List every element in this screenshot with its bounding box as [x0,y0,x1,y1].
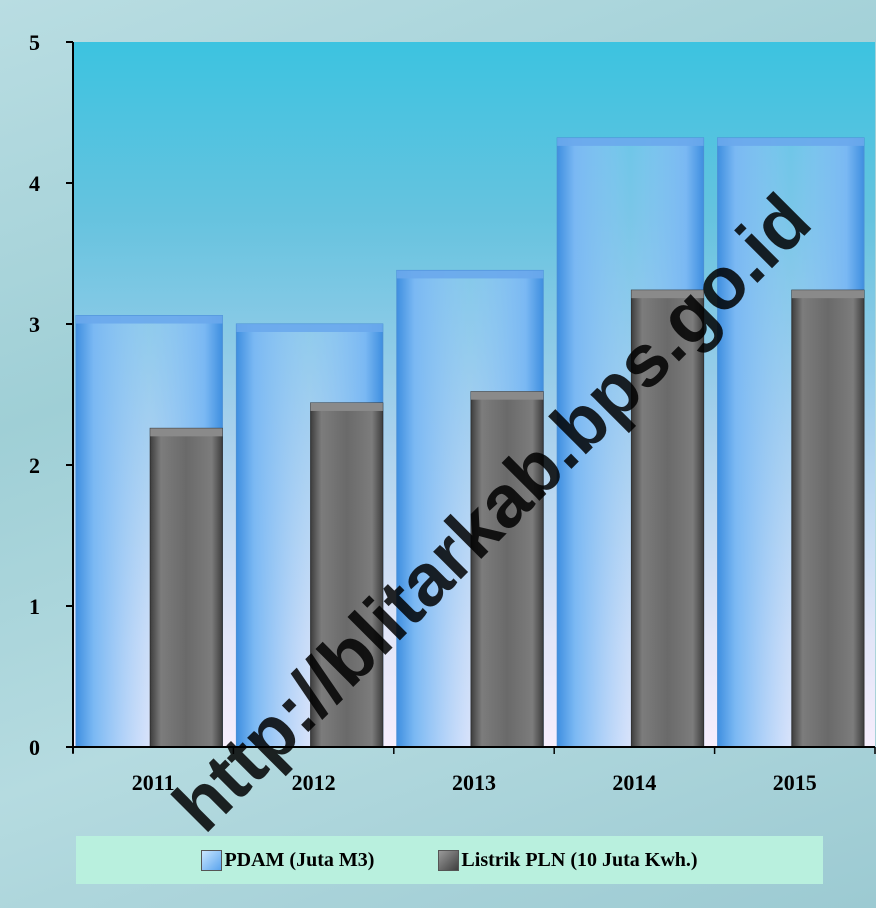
bar-pdam-cap-2014 [557,137,704,146]
bar-pdam-cap-2012 [236,324,383,332]
legend-label-pdam: PDAM (Juta M3) [224,848,375,871]
y-tick-label-4: 4 [29,171,40,196]
bar-pln-2013 [470,391,544,748]
bar-pln-2012 [310,402,384,748]
x-tick-label-2014: 2014 [612,770,656,795]
legend-swatch-pln [438,849,460,871]
x-tick-label-2015: 2015 [773,770,817,795]
legend: PDAM (Juta M3) Listrik PLN (10 Juta Kwh.… [76,836,823,884]
bar-pln-cap-2014 [631,290,704,299]
bar-pln-cap-2013 [471,391,544,400]
x-tick-label-2013: 2013 [452,770,496,795]
bar-pln-cap-2015 [791,290,864,299]
x-tick-label-2012: 2012 [292,770,336,795]
x-tick-label-2011: 2011 [132,770,175,795]
legend-item-pln: Listrik PLN (10 Juta Kwh.) [438,848,698,872]
bar-pln-cap-2011 [150,428,223,437]
y-tick-label-3: 3 [29,312,40,337]
legend-label-pln: Listrik PLN (10 Juta Kwh.) [461,848,698,871]
bar-pln-2014 [630,289,705,748]
y-tick-label-2: 2 [29,453,40,478]
legend-swatch-pdam [201,849,223,871]
legend-item-pdam: PDAM (Juta M3) [201,849,374,872]
bar-pln-2011 [149,427,223,748]
bar-pln-cap-2012 [310,402,383,411]
bar-pdam-cap-2013 [396,270,544,279]
bar-pdam-cap-2015 [717,137,864,146]
y-tick-label-1: 1 [29,594,40,619]
y-tick-label-0: 0 [29,735,40,760]
bar-pln-2015 [791,289,865,748]
y-tick-label-5: 5 [29,30,40,55]
bar-pdam-cap-2011 [76,315,223,324]
